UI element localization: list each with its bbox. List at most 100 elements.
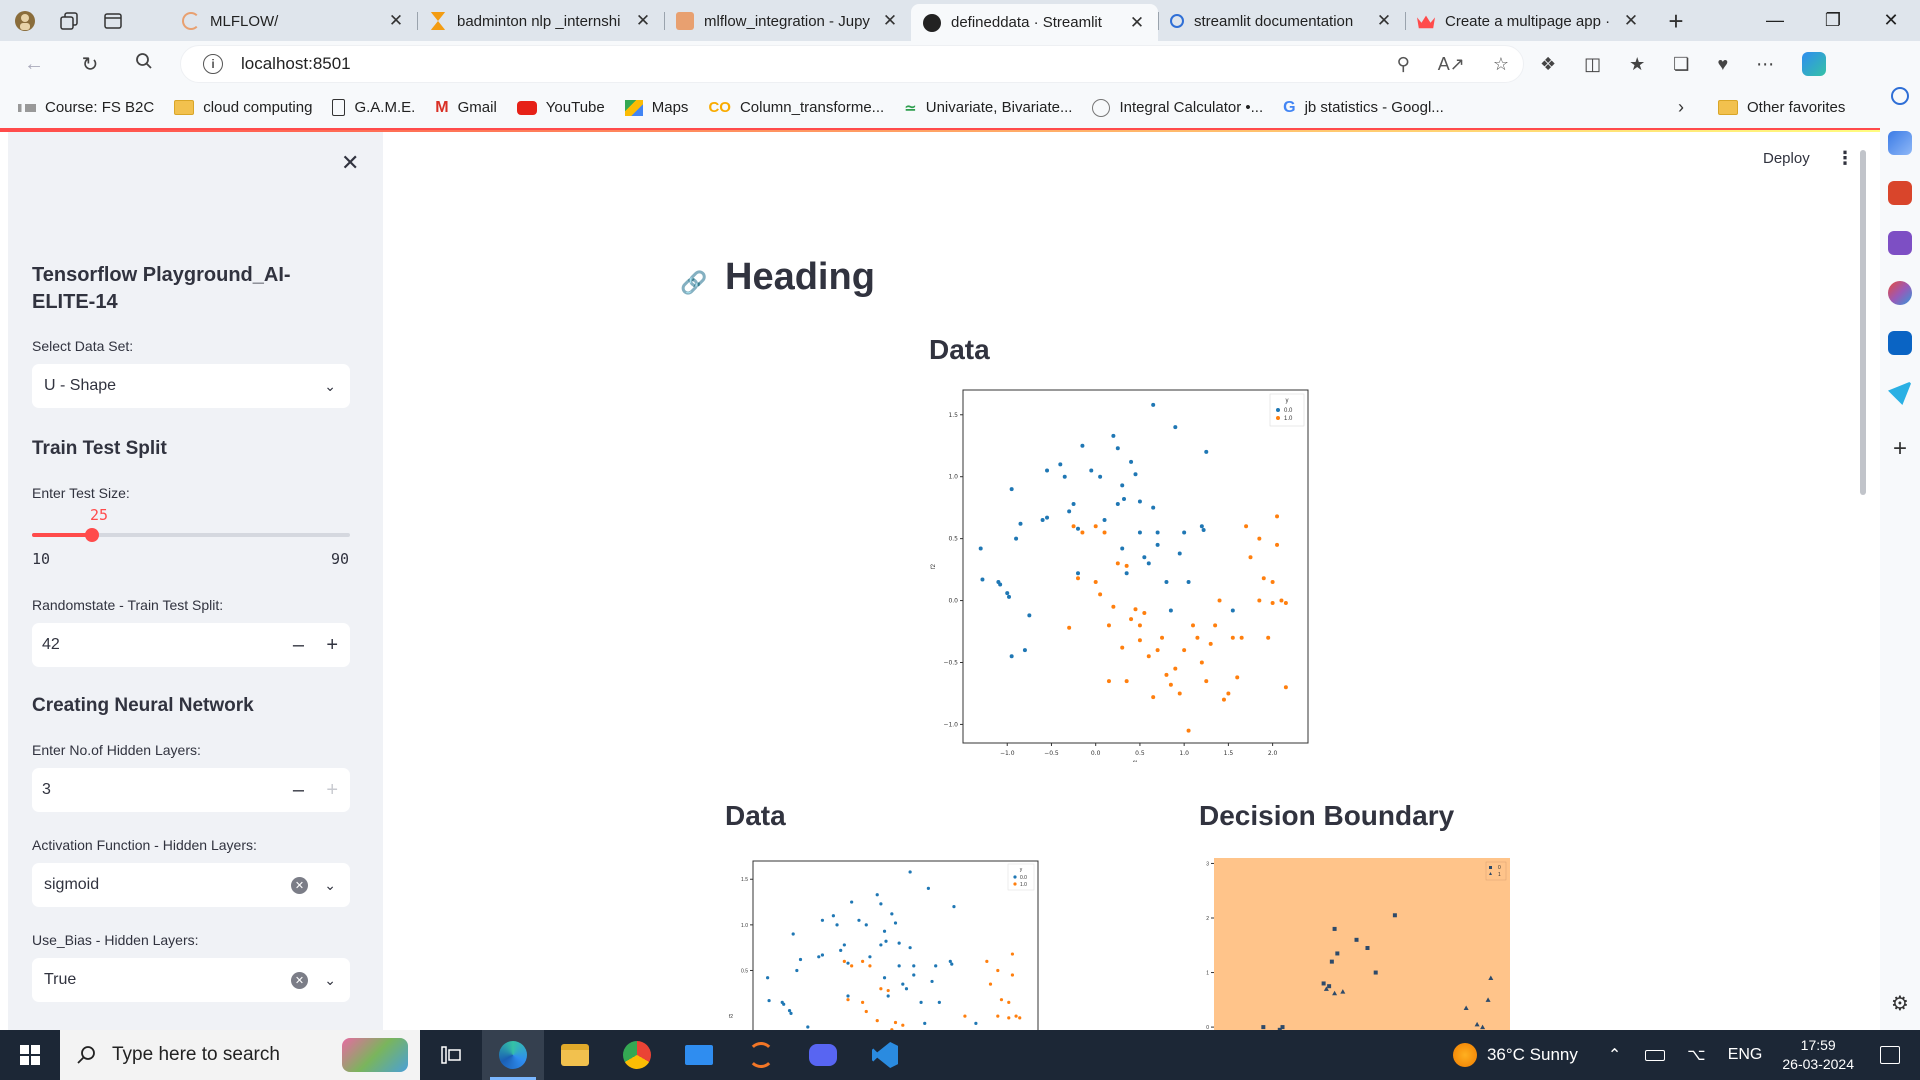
browser-tab[interactable]: streamlit documentation ✕ bbox=[1158, 4, 1405, 38]
task-view-icon[interactable] bbox=[420, 1030, 482, 1080]
restore-icon[interactable]: ❐ bbox=[1824, 10, 1842, 30]
square-marker bbox=[1335, 951, 1340, 956]
close-tab-icon[interactable]: ✕ bbox=[1376, 11, 1392, 30]
close-tab-icon[interactable]: ✕ bbox=[882, 11, 898, 30]
scatter-point bbox=[923, 1021, 927, 1025]
search-icon[interactable] bbox=[122, 52, 166, 76]
send-icon[interactable] bbox=[1888, 381, 1912, 405]
anchor-link-icon[interactable]: 🔗 bbox=[680, 270, 708, 295]
windows-start-icon[interactable] bbox=[0, 1030, 60, 1080]
mail-icon[interactable] bbox=[668, 1030, 730, 1080]
dataset-select[interactable]: U - Shape ⌄ bbox=[32, 364, 350, 408]
clear-selection-icon[interactable]: ✕ bbox=[291, 876, 308, 894]
battery-icon[interactable] bbox=[1645, 1049, 1666, 1061]
use-bias-select[interactable]: True ✕ ⌄ bbox=[32, 958, 350, 1002]
deploy-button[interactable]: Deploy bbox=[1763, 150, 1810, 167]
bookmark-item[interactable]: Course: FS B2C bbox=[18, 99, 154, 116]
site-info-icon[interactable]: i bbox=[203, 54, 223, 74]
back-arrow-icon[interactable]: ← bbox=[24, 52, 44, 75]
split-screen-icon[interactable]: ◫ bbox=[1584, 53, 1602, 74]
close-sidebar-icon[interactable]: ✕ bbox=[341, 150, 360, 175]
close-tab-icon[interactable]: ✕ bbox=[635, 11, 651, 30]
random-state-input[interactable]: 42 – + bbox=[32, 623, 350, 667]
bookmark-item[interactable]: CO Column_transforme... bbox=[708, 99, 884, 116]
jupyter-icon[interactable] bbox=[730, 1030, 792, 1080]
workspaces-icon[interactable] bbox=[58, 10, 80, 32]
edge-browser-icon[interactable] bbox=[482, 1030, 544, 1080]
close-tab-icon[interactable]: ✕ bbox=[1623, 11, 1639, 30]
clear-selection-icon[interactable]: ✕ bbox=[291, 971, 308, 989]
main-menu-icon[interactable]: ⋮ bbox=[1836, 148, 1854, 168]
clock[interactable]: 17:59 26-03-2024 bbox=[1782, 1036, 1854, 1074]
scrollbar[interactable] bbox=[1860, 150, 1866, 495]
activation-select[interactable]: sigmoid ✕ ⌄ bbox=[32, 863, 350, 907]
minimize-icon[interactable]: — bbox=[1766, 10, 1784, 30]
bookmark-item[interactable]: YouTube bbox=[516, 99, 605, 116]
test-size-slider-thumb[interactable] bbox=[84, 528, 99, 542]
scatter-point bbox=[789, 1011, 793, 1015]
refresh-icon[interactable]: ↻ bbox=[81, 53, 99, 76]
favorite-star-icon[interactable]: ☆ bbox=[1492, 53, 1509, 74]
shopping-tag-icon[interactable] bbox=[1888, 131, 1912, 155]
read-aloud-icon[interactable]: A↗ bbox=[1437, 53, 1465, 74]
decrement-button[interactable]: – bbox=[292, 633, 304, 656]
close-tab-icon[interactable]: ✕ bbox=[388, 11, 404, 30]
url-field[interactable]: i localhost:8501 ⚲ A↗ ☆ bbox=[180, 45, 1524, 83]
bookmark-item[interactable]: Integral Calculator •... bbox=[1092, 98, 1263, 117]
bookmark-item[interactable]: M Gmail bbox=[435, 99, 497, 117]
browser-tab[interactable]: badminton nlp _internshi ✕ bbox=[417, 4, 664, 38]
language-indicator[interactable]: ENG bbox=[1727, 1046, 1763, 1063]
scatter-point bbox=[988, 982, 993, 986]
chevron-up-icon[interactable]: ⌃ bbox=[1607, 1047, 1622, 1064]
tab-actions-icon[interactable] bbox=[102, 10, 124, 32]
browser-tab[interactable]: mlflow_integration - Jupy ✕ bbox=[664, 4, 911, 38]
close-tab-icon[interactable]: ✕ bbox=[1129, 12, 1145, 32]
games-icon[interactable] bbox=[1888, 231, 1912, 255]
chevron-right-icon[interactable]: › bbox=[1678, 97, 1684, 117]
weather-widget[interactable]: 36°C Sunny bbox=[1452, 1043, 1578, 1067]
add-icon[interactable]: + bbox=[1892, 435, 1907, 462]
test-size-label: Enter Test Size: bbox=[32, 485, 130, 501]
discord-icon[interactable] bbox=[792, 1030, 854, 1080]
chevron-down-icon[interactable]: ⌄ bbox=[324, 971, 336, 988]
wifi-icon[interactable]: ⌥ bbox=[1687, 1047, 1706, 1064]
tools-briefcase-icon[interactable] bbox=[1888, 181, 1912, 205]
bookmark-item[interactable]: ≃ Univariate, Bivariate... bbox=[904, 99, 1072, 117]
scatter-point bbox=[1186, 579, 1191, 584]
scatter-point bbox=[806, 1025, 810, 1029]
close-window-icon[interactable]: ✕ bbox=[1883, 10, 1899, 30]
test-size-slider-track[interactable] bbox=[32, 533, 350, 537]
copilot-icon[interactable] bbox=[1802, 52, 1827, 76]
hidden-layers-input[interactable]: 3 – + bbox=[32, 768, 350, 812]
decrement-button[interactable]: – bbox=[292, 778, 304, 801]
more-menu-icon[interactable]: ⋯ bbox=[1756, 53, 1775, 74]
browser-tab[interactable]: Create a multipage app · ✕ bbox=[1405, 4, 1652, 38]
browser-essentials-icon[interactable]: ♥ bbox=[1717, 53, 1729, 74]
zoom-icon[interactable]: ⚲ bbox=[1396, 53, 1410, 74]
increment-button[interactable]: + bbox=[326, 633, 338, 656]
notifications-icon[interactable] bbox=[1880, 1046, 1900, 1064]
increment-button[interactable]: + bbox=[326, 778, 338, 801]
microsoft-365-icon[interactable] bbox=[1888, 281, 1912, 305]
vscode-icon[interactable] bbox=[854, 1030, 916, 1080]
settings-gear-icon[interactable]: ⚙ bbox=[1891, 993, 1909, 1015]
outlook-icon[interactable] bbox=[1888, 331, 1912, 355]
bookmark-item[interactable]: Maps bbox=[624, 99, 688, 116]
taskbar-search[interactable]: Type here to search bbox=[60, 1030, 420, 1080]
extensions-icon[interactable]: ❖ bbox=[1540, 53, 1557, 74]
collections-icon[interactable]: ❏ bbox=[1673, 53, 1690, 74]
browser-tab[interactable]: MLFLOW/ ✕ bbox=[170, 4, 417, 38]
bookmark-item[interactable]: cloud computing bbox=[174, 99, 312, 116]
favorites-icon[interactable]: ★ bbox=[1629, 53, 1646, 74]
file-explorer-icon[interactable] bbox=[544, 1030, 606, 1080]
chrome-icon[interactable] bbox=[606, 1030, 668, 1080]
other-favorites[interactable]: Other favorites bbox=[1718, 99, 1845, 116]
browser-tab-active[interactable]: defineddata · Streamlit ✕ bbox=[911, 4, 1158, 41]
search-icon[interactable] bbox=[1891, 87, 1909, 105]
profile-avatar-icon[interactable] bbox=[14, 10, 36, 32]
new-tab-button[interactable]: + bbox=[1668, 5, 1684, 36]
y-tick-label: −0.5 bbox=[943, 659, 958, 666]
bookmark-item[interactable]: G.A.M.E. bbox=[332, 99, 415, 116]
chevron-down-icon[interactable]: ⌄ bbox=[324, 876, 336, 893]
